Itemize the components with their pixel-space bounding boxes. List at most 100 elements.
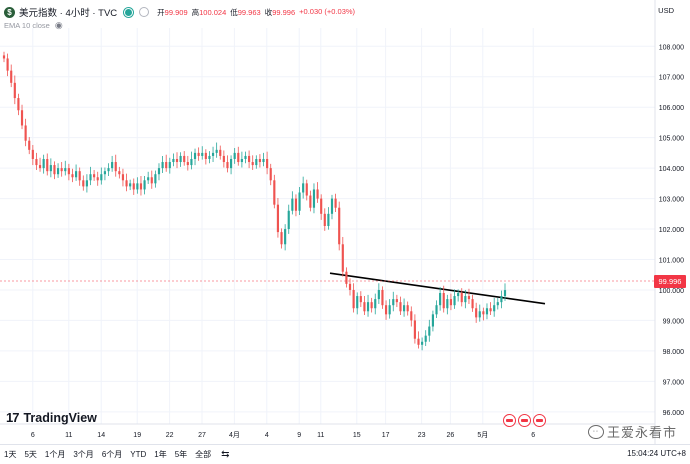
us-flag-icon[interactable] <box>503 414 516 427</box>
candle <box>413 314 416 344</box>
candle <box>161 155 164 173</box>
candle-body <box>229 158 233 169</box>
candle <box>244 151 247 164</box>
candle <box>366 294 370 317</box>
eye-icon[interactable]: ◉ <box>54 20 63 30</box>
candle <box>503 283 507 301</box>
candle <box>284 224 287 251</box>
candle <box>370 297 373 313</box>
candle-body <box>49 165 52 172</box>
open-value: 99.909 <box>164 7 188 17</box>
candle <box>165 154 168 172</box>
candle-body <box>17 98 20 111</box>
candle-body <box>421 341 424 345</box>
timeframe-bar: 1天 5天 1个月 3个月 6个月 YTD 1年 5年 全部 ⇆ 15:04:2… <box>0 444 690 464</box>
candle <box>96 171 99 186</box>
candle-body <box>302 183 305 193</box>
timeframe-ytd[interactable]: YTD <box>130 450 147 459</box>
candle <box>395 294 398 308</box>
candle <box>75 164 78 181</box>
candle-body <box>89 174 92 181</box>
candle-body <box>121 174 125 181</box>
candle <box>294 194 298 217</box>
price-tick-label: 100.000 <box>659 288 684 295</box>
candle <box>46 153 49 176</box>
candle-body <box>222 155 225 163</box>
time-tick-label: 4 <box>265 432 269 439</box>
time-tick-label: 26 <box>447 432 455 439</box>
candle <box>298 187 301 216</box>
candle <box>359 291 362 308</box>
low-value: 99.963 <box>237 7 261 17</box>
candle <box>471 294 474 312</box>
open-label: 开 <box>157 7 165 17</box>
candle <box>348 278 352 296</box>
candle <box>93 169 96 181</box>
candle <box>356 292 359 315</box>
candle <box>56 163 60 178</box>
price-chart[interactable]: 108.000 107.000 106.000 105.000 104.000 103.0… <box>0 0 690 444</box>
candle <box>478 304 481 322</box>
us-flag-icon[interactable] <box>518 414 531 427</box>
timeframe-5d[interactable]: 5天 <box>24 450 37 459</box>
timeframe-3m[interactable]: 3个月 <box>73 450 94 459</box>
candle <box>183 151 186 166</box>
price-tick-label: 108.000 <box>659 44 684 51</box>
timeframe-5y[interactable]: 5年 <box>174 450 188 459</box>
candle-body <box>485 308 489 315</box>
trendline <box>329 272 546 305</box>
candle <box>381 286 384 309</box>
candle <box>388 299 391 319</box>
candle-body <box>276 204 280 233</box>
candle-body <box>493 305 496 312</box>
candle-body <box>53 165 56 175</box>
candle <box>111 155 114 172</box>
timeframe-1y[interactable]: 1年 <box>154 450 167 459</box>
candle-body <box>381 289 384 306</box>
candle-body <box>107 168 110 172</box>
timeframe-1d[interactable]: 1天 <box>4 450 17 459</box>
tradingview-logo[interactable]: 17 TradingView <box>6 410 97 425</box>
event-flags[interactable] <box>503 414 546 427</box>
candle-body <box>168 162 171 169</box>
candle <box>49 158 52 178</box>
candle-body <box>413 320 416 339</box>
candle <box>85 174 88 193</box>
candle <box>168 157 171 174</box>
candle-body <box>46 158 49 172</box>
indicator-legend[interactable]: EMA 10 close ◉ <box>4 20 63 31</box>
candle-body <box>395 299 398 303</box>
candle <box>439 286 442 311</box>
time-tick-label: 23 <box>418 432 426 439</box>
us-flag-icon[interactable] <box>533 414 546 427</box>
candle <box>215 142 218 158</box>
candle-body <box>266 158 269 169</box>
candle-body <box>399 302 402 312</box>
candle-body <box>96 177 99 181</box>
candle <box>460 288 463 307</box>
timeframe-all[interactable]: 全部 <box>195 450 212 459</box>
calendar-icon[interactable]: ⇆ <box>221 449 230 460</box>
candle-body <box>363 302 366 312</box>
price-tick-label: 104.000 <box>659 166 684 173</box>
candle-body <box>154 174 157 184</box>
candle <box>125 173 128 192</box>
candle-body <box>280 232 283 245</box>
time-tick-label: 11 <box>65 432 72 439</box>
candle-body <box>165 162 168 169</box>
candle-body <box>298 192 301 211</box>
candle-body <box>460 293 463 303</box>
candle <box>157 163 161 181</box>
time-tick-label: 14 <box>97 432 105 439</box>
currency-label[interactable]: USD <box>658 6 674 15</box>
candle <box>20 104 24 130</box>
clock[interactable]: 15:04:24 UTC+8 <box>627 449 686 458</box>
symbol-title[interactable]: 美元指数 · 4小时 · TVC <box>19 8 118 19</box>
timeframe-6m[interactable]: 6个月 <box>101 450 123 459</box>
candle-body <box>417 338 420 345</box>
time-tick-label: 11 <box>317 432 324 439</box>
candle-body <box>258 158 261 163</box>
candle <box>312 183 316 214</box>
timeframe-1m[interactable]: 1个月 <box>44 450 66 459</box>
candle-body <box>13 82 16 99</box>
